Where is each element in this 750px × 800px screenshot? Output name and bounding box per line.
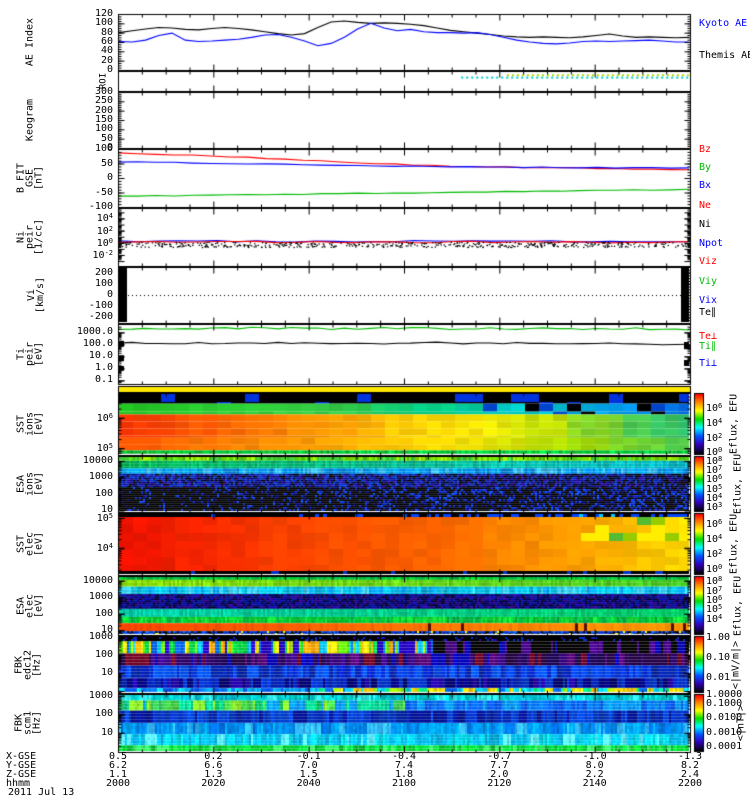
date-label: 2011 Jul 13 bbox=[8, 787, 75, 798]
